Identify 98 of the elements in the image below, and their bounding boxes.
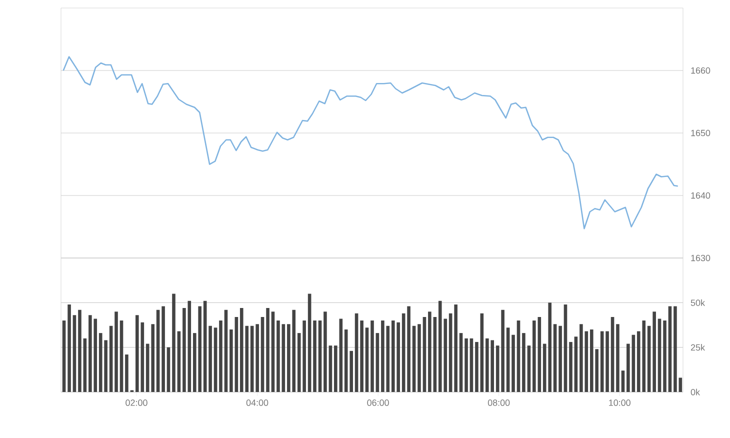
bar: [109, 326, 113, 392]
bar: [334, 346, 338, 392]
bar: [166, 347, 170, 392]
bar: [230, 329, 233, 392]
bar: [459, 333, 463, 392]
bar: [282, 324, 286, 392]
y-tick-label: 25k: [690, 344, 705, 351]
bar: [360, 320, 364, 392]
bar: [422, 316, 426, 392]
bar: [412, 326, 416, 392]
bar: [136, 315, 139, 392]
bar: [376, 333, 380, 392]
bar: [428, 312, 432, 392]
y-tick-label: 1640: [691, 192, 710, 199]
bar: [370, 320, 374, 392]
bar: [569, 342, 572, 392]
bar: [621, 370, 625, 392]
bar: [402, 313, 406, 392]
bar: [256, 324, 259, 392]
bar: [339, 318, 343, 392]
y-tick-label: 1630: [691, 254, 710, 262]
bar: [527, 346, 531, 392]
bar: [516, 320, 520, 392]
bar: [219, 320, 222, 392]
bar: [616, 324, 620, 392]
bar: [600, 331, 604, 392]
x-tick-label: 06:00: [367, 400, 389, 406]
y-tick-label: 1650: [691, 130, 710, 136]
bar: [663, 320, 666, 392]
bar: [203, 300, 207, 392]
x-tick-label: 08:00: [488, 400, 510, 406]
bar: [324, 312, 327, 392]
bar: [208, 326, 212, 392]
bar: [553, 324, 557, 392]
bar: [62, 320, 66, 392]
bar: [172, 294, 176, 392]
bar: [448, 313, 452, 392]
bar: [464, 338, 468, 392]
bar: [538, 316, 542, 392]
bar: [668, 306, 672, 392]
bar: [140, 322, 144, 392]
bar: [344, 329, 348, 392]
bar: [68, 304, 71, 392]
x-tick-label: 10:00: [609, 400, 630, 406]
bar: [271, 312, 275, 392]
bar: [475, 342, 478, 392]
bar: [674, 306, 677, 392]
bar: [506, 328, 510, 392]
bar: [266, 308, 270, 392]
bar: [407, 306, 410, 392]
bar: [83, 338, 87, 392]
bar: [658, 318, 662, 392]
bar: [558, 326, 562, 392]
bar: [522, 333, 526, 392]
x-tick-label: 04:00: [246, 400, 268, 406]
bar: [276, 320, 280, 392]
bar: [114, 312, 118, 392]
bar: [564, 304, 568, 392]
bar: [626, 344, 630, 392]
y-tick-label: 1660: [691, 67, 710, 74]
bar: [542, 344, 546, 392]
bar: [250, 326, 254, 392]
bar: [365, 328, 369, 392]
bar: [328, 346, 332, 392]
bar: [678, 378, 682, 392]
bar: [313, 320, 316, 392]
x-tick-label: 02:00: [126, 400, 148, 406]
bar: [78, 310, 82, 392]
bar: [647, 326, 651, 392]
bar: [433, 316, 437, 392]
y-tick-label: 50k: [690, 299, 705, 306]
bar: [308, 294, 312, 392]
bar: [632, 334, 636, 392]
bar: [318, 320, 322, 392]
bar: [548, 302, 552, 392]
bar: [156, 310, 160, 392]
bar: [652, 312, 656, 392]
bar: [350, 350, 353, 392]
bar: [214, 328, 218, 392]
y-tick-label: 0k: [690, 388, 700, 396]
bar: [574, 336, 578, 392]
bar: [610, 316, 614, 392]
bar: [606, 331, 609, 392]
bar: [354, 313, 358, 392]
bar: [120, 320, 124, 392]
bar: [224, 310, 228, 392]
bar: [470, 338, 474, 392]
bar: [72, 315, 76, 392]
bar: [125, 354, 128, 392]
bar: [480, 313, 484, 392]
bar: [454, 304, 458, 392]
bar: [532, 320, 536, 392]
bar: [512, 334, 515, 392]
bar: [162, 306, 165, 392]
bar: [234, 316, 238, 392]
bar: [260, 316, 264, 392]
bar: [177, 331, 181, 392]
bar: [418, 324, 421, 392]
